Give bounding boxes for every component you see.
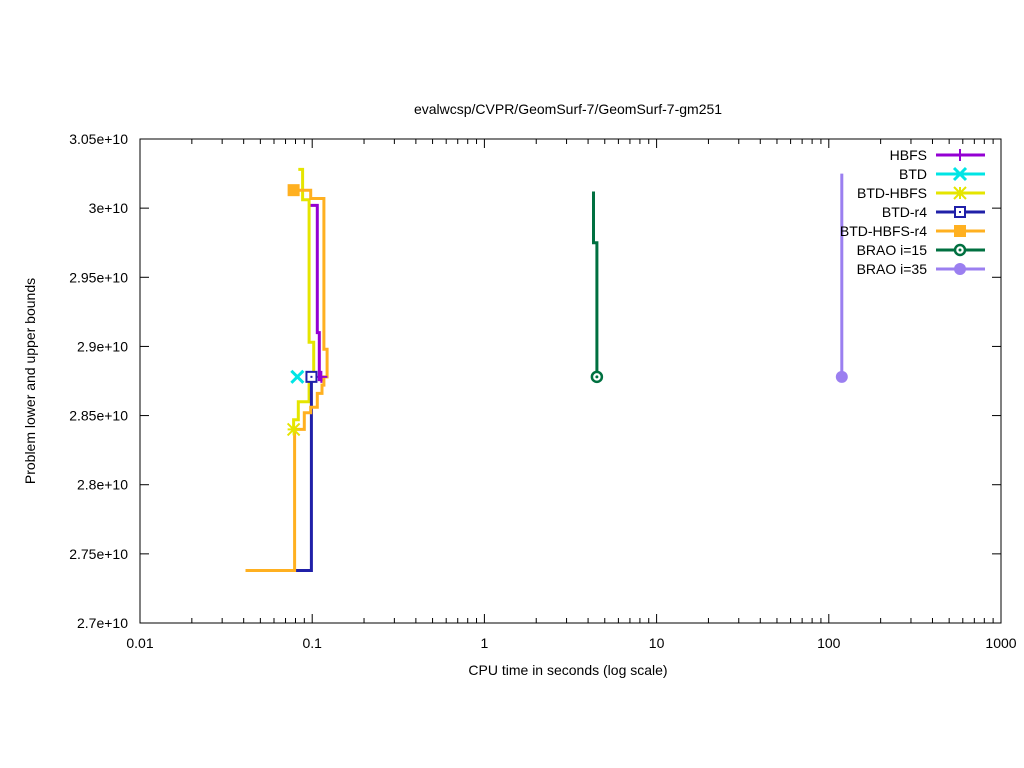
y-tick-label: 2.7e+10 <box>77 615 128 631</box>
series-marker <box>952 166 968 182</box>
series-marker <box>953 186 967 200</box>
series-markers <box>286 184 848 437</box>
legend-label: BTD-HBFS <box>857 185 927 201</box>
marker-circle-dot <box>958 248 962 252</box>
y-tick-label: 2.85e+10 <box>69 408 128 424</box>
y-tick-label: 3e+10 <box>89 200 129 216</box>
series-line <box>592 191 599 377</box>
marker-circle-dot <box>595 375 599 379</box>
y-tick-label: 2.75e+10 <box>69 546 128 562</box>
series-marker <box>954 149 966 161</box>
legend-label: HBFS <box>890 147 927 163</box>
marker-star-b <box>953 186 967 200</box>
legend-label: BTD-r4 <box>882 204 927 220</box>
marker-x-b <box>290 369 305 384</box>
marker-star-b <box>286 422 301 437</box>
x-tick-label: 10 <box>649 635 665 651</box>
series-marker <box>287 184 300 197</box>
marker-square-dot <box>310 375 313 378</box>
series-marker <box>954 263 966 275</box>
series-marker <box>286 422 301 437</box>
legend-label: BTD <box>899 166 927 182</box>
plot-frame <box>139 138 1002 624</box>
x-tick-label: 100 <box>817 635 841 651</box>
marker-circle-filled <box>835 370 848 383</box>
legend-label: BRAO i=35 <box>857 261 928 277</box>
legend-label: BRAO i=15 <box>857 242 928 258</box>
legend-label: BTD-HBFS-r4 <box>840 223 927 239</box>
series-marker <box>835 370 848 383</box>
x-tick-label: 0.01 <box>126 635 153 651</box>
y-tick-label: 2.95e+10 <box>69 269 128 285</box>
series-marker <box>953 243 967 257</box>
x-axis-label: CPU time in seconds (log scale) <box>468 662 667 678</box>
series-marker <box>954 225 966 237</box>
legend: HBFS BTD BTD-HBFS BTD-r4 BTD-HBFS-r4 BRAO i=1… <box>840 147 985 277</box>
marker-x-b <box>952 166 968 182</box>
series-marker <box>305 370 318 383</box>
x-tick-label: 1000 <box>985 635 1016 651</box>
series-marker <box>590 370 604 384</box>
x-tick-label: 1 <box>481 635 489 651</box>
y-tick-label: 2.8e+10 <box>77 477 128 493</box>
series-marker <box>290 369 305 384</box>
marker-square-dot <box>959 211 961 213</box>
chart-title: evalwcsp/CVPR/GeomSurf-7/GeomSurf-7-gm25… <box>414 101 722 117</box>
axis-ticks: 0.01 0.1 1 10 100 1000 2.7e+10 2.75e+10 2.8e+10 2… <box>69 131 1017 651</box>
y-tick-label: 3.05e+10 <box>69 131 128 147</box>
marker-circle-filled <box>954 263 966 275</box>
series-marker <box>954 206 966 218</box>
marker-square-filled <box>954 225 966 237</box>
y-axis-label: Problem lower and upper bounds <box>22 278 38 484</box>
series-line <box>245 188 329 572</box>
y-tick-label: 2.9e+10 <box>77 338 128 354</box>
x-tick-label: 0.1 <box>302 635 322 651</box>
marker-square-filled <box>287 184 300 197</box>
series-line <box>295 376 313 572</box>
